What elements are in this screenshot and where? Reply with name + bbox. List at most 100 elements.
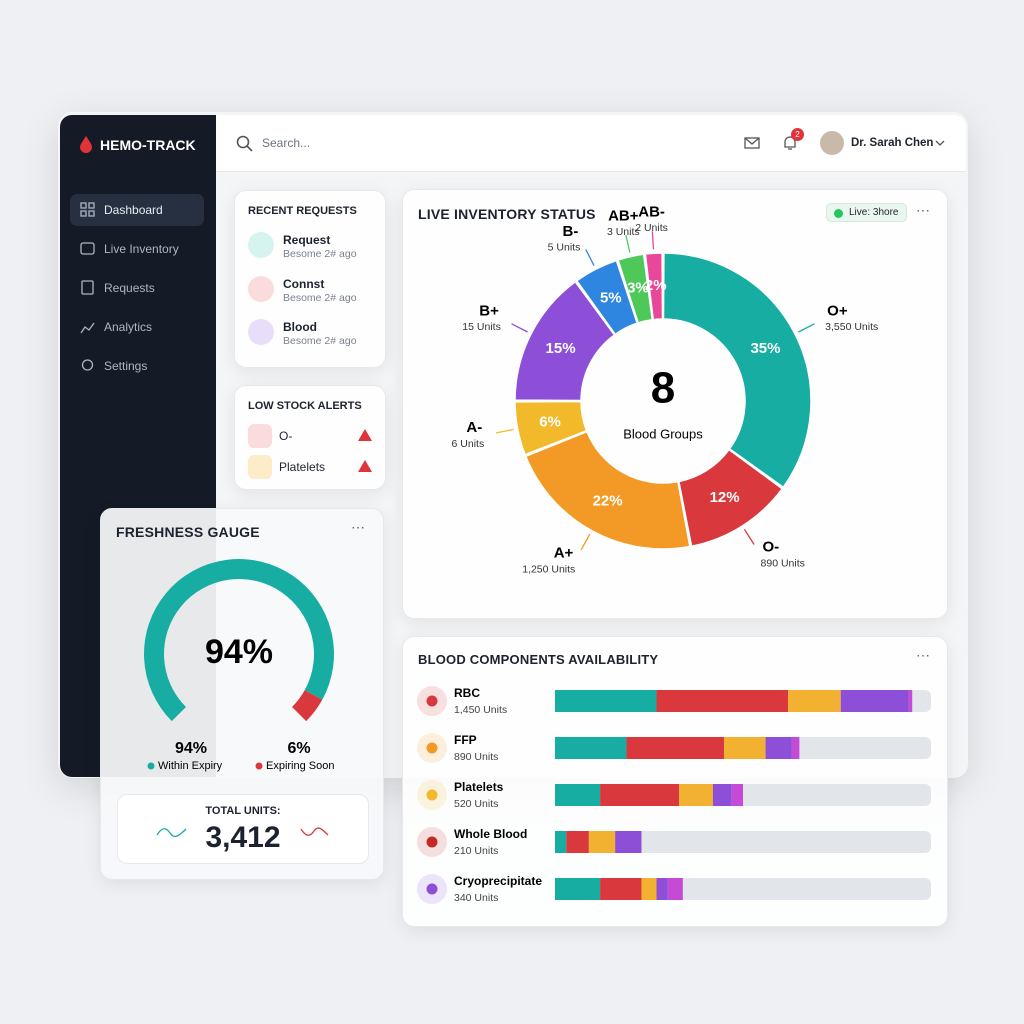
- component-units: 890 Units: [454, 751, 498, 763]
- alert-icon: [248, 424, 272, 448]
- component-units: 1,450 Units: [454, 704, 507, 716]
- recent-requests-card: RECENT REQUESTS Request Besome 2# ago Co…: [234, 190, 386, 368]
- nav-item[interactable]: Dashboard: [70, 194, 204, 226]
- search-icon: [236, 135, 253, 152]
- component-units: 520 Units: [454, 798, 498, 810]
- bar-segment: [555, 784, 601, 806]
- low-stock-card: LOW STOCK ALERTS O- Platelets: [234, 385, 386, 490]
- segment-label: 2%: [645, 277, 667, 294]
- leader-line: [625, 234, 631, 253]
- inventory-card: LIVE INVENTORY STATUS Live: 3hore ⋯ 35% O…: [402, 189, 948, 619]
- menu[interactable]: ⋯: [916, 647, 930, 663]
- bar-segment: [656, 878, 668, 900]
- search-input[interactable]: Search...: [262, 136, 311, 150]
- component-name: Whole Blood: [454, 827, 527, 841]
- bell-icon[interactable]: [782, 134, 798, 152]
- group-label: A-: [466, 419, 482, 436]
- request-icon: [248, 232, 274, 258]
- alert-label[interactable]: Platelets: [279, 460, 326, 474]
- request-time: Besome 2# ago: [283, 292, 357, 304]
- bar-segment: [731, 784, 743, 806]
- request-time: Besome 2# ago: [283, 248, 357, 260]
- group-label: AB-: [638, 203, 665, 220]
- bar-segment: [791, 737, 800, 759]
- bar-segment: [626, 737, 725, 759]
- nav-item[interactable]: Settings: [104, 359, 148, 373]
- legend-dot: [147, 762, 155, 770]
- bar-segment: [667, 878, 683, 900]
- brand: HEMO-TRACK: [100, 137, 196, 153]
- component-icon: [426, 789, 438, 801]
- component-icon: [426, 883, 438, 895]
- leader-line: [580, 533, 591, 551]
- legend-dot: [255, 762, 263, 770]
- card-title: LOW STOCK ALERTS: [248, 400, 362, 412]
- bar-segment: [724, 737, 766, 759]
- component-units: 340 Units: [454, 892, 498, 904]
- card-title: RECENT REQUESTS: [248, 205, 357, 217]
- menu[interactable]: ⋯: [916, 202, 930, 218]
- alert-icon: [248, 455, 272, 479]
- chevron[interactable]: [935, 140, 945, 147]
- top-bar: Search... 2 Dr. Sarah Chen: [216, 115, 966, 172]
- segment-label: 12%: [710, 489, 740, 506]
- avatar[interactable]: [820, 131, 844, 155]
- nav-item[interactable]: Analytics: [104, 320, 153, 334]
- request-icon: [248, 319, 274, 345]
- request-label[interactable]: Connst: [283, 277, 325, 291]
- card-title: BLOOD COMPONENTS AVAILABILITY: [418, 652, 659, 667]
- nav-icons: [80, 202, 95, 371]
- gauge-arc: [144, 559, 334, 722]
- donut-segment: [514, 400, 588, 456]
- donut-segment: [524, 430, 691, 550]
- bar-segment: [615, 831, 642, 853]
- leader-line: [651, 231, 655, 250]
- center-label: Blood Groups: [623, 426, 703, 441]
- gauge-legend: Expiring Soon: [266, 760, 335, 772]
- components-card: BLOOD COMPONENTS AVAILABILITY ⋯ RBC 1,450…: [402, 636, 948, 927]
- group-label: O-: [763, 539, 780, 556]
- leader-line: [495, 428, 514, 434]
- total-value: 3,412: [205, 821, 281, 854]
- bar-segment: [656, 690, 789, 712]
- segment-label: 22%: [593, 493, 623, 510]
- total-label: TOTAL UNITS:: [205, 805, 281, 817]
- leader-line: [743, 528, 755, 545]
- bar-segment: [566, 831, 589, 853]
- bar-segment: [679, 784, 713, 806]
- component-name: FFP: [454, 733, 477, 747]
- user-name[interactable]: Dr. Sarah Chen: [851, 137, 934, 149]
- leader-line: [585, 249, 595, 266]
- donut-segment: [677, 448, 784, 548]
- group-label: O+: [827, 302, 848, 319]
- group-label: B-: [563, 223, 579, 240]
- request-label[interactable]: Blood: [283, 320, 317, 334]
- component-units: 210 Units: [454, 845, 498, 857]
- segment-label: 35%: [750, 340, 780, 357]
- request-icon: [248, 276, 274, 302]
- group-label: B+: [479, 302, 499, 319]
- nav-item[interactable]: Live Inventory: [104, 242, 179, 256]
- component-icon: [426, 742, 438, 754]
- request-label[interactable]: Request: [283, 233, 331, 247]
- group-label: AB+: [608, 207, 639, 224]
- alert-label[interactable]: O-: [279, 429, 293, 443]
- menu[interactable]: ⋯: [351, 519, 365, 535]
- mail-icon[interactable]: [744, 137, 760, 149]
- segment-label: 5%: [600, 290, 622, 307]
- live-badge: Live: 3hore: [826, 203, 908, 222]
- donut-segment: [514, 280, 616, 402]
- bar-segment: [840, 690, 909, 712]
- leader-line: [798, 323, 815, 333]
- donut-segment: [617, 253, 654, 324]
- nav-item[interactable]: Requests: [104, 281, 155, 295]
- gauge-value: 94%: [175, 740, 207, 757]
- bar-segment: [641, 878, 657, 900]
- group-units: 890 Units: [761, 557, 805, 569]
- freshness-card: FRESHNESS GAUGE ⋯ 94% Within Expiry 6% Expi…: [100, 508, 384, 880]
- group-units: 3,550 Units: [825, 321, 878, 333]
- request-time: Besome 2# ago: [283, 335, 357, 347]
- bar-segment: [555, 690, 657, 712]
- sparklines: [156, 827, 329, 838]
